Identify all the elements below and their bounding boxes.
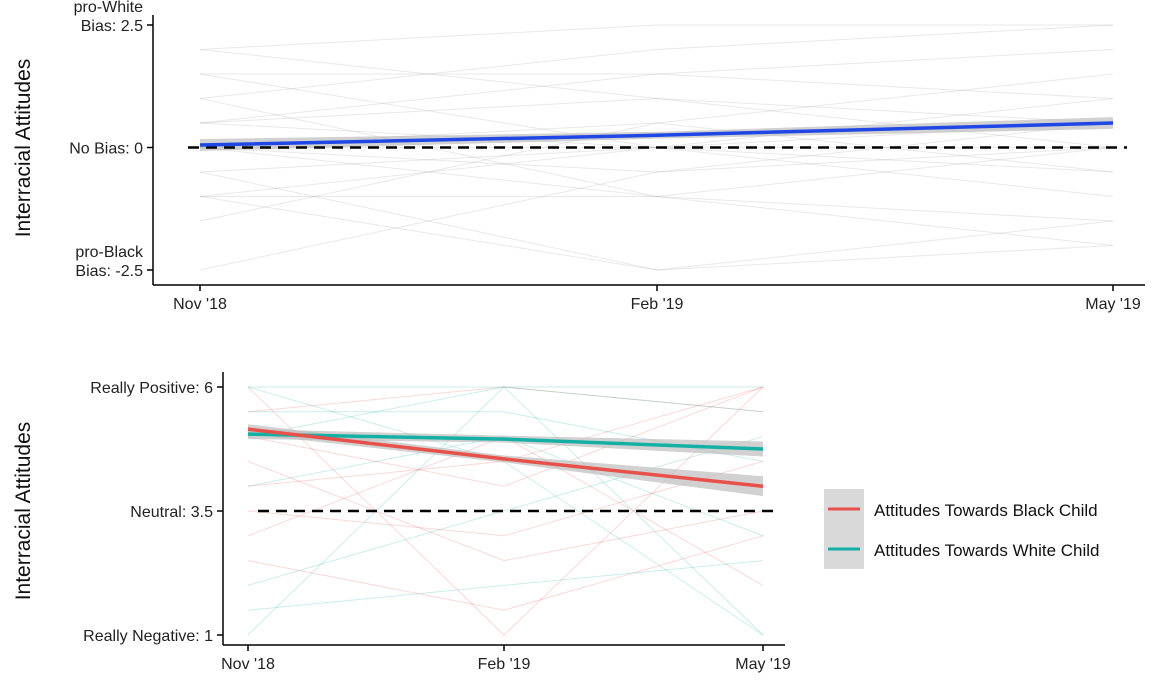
individual-trajectory xyxy=(200,73,1114,99)
bottom-panel: Really Positive: 6 Neutral: 3.5 Really Neg… xyxy=(12,372,791,673)
individual-trajectory xyxy=(199,122,1114,173)
individual-trajectory xyxy=(199,49,1114,124)
bottom-individual-trajectories xyxy=(247,386,764,636)
black-child-trend-line xyxy=(247,427,764,488)
top-individual-trajectories xyxy=(199,24,1114,271)
y-tick-label: Bias: -2.5 xyxy=(75,263,143,280)
y-tick-label: pro-Black xyxy=(75,244,144,261)
individual-trajectory xyxy=(199,171,1114,271)
y-tick-label: No Bias: 0 xyxy=(69,141,143,158)
white-child-trend-line xyxy=(247,432,764,451)
y-tick-label: Bias: 2.5 xyxy=(81,18,143,35)
x-tick-label: Nov '18 xyxy=(173,296,227,313)
individual-trajectory xyxy=(199,122,1114,222)
top-y-axis-title: Interracial Attitudes xyxy=(12,59,35,238)
individual-trajectory xyxy=(200,196,1114,246)
top-x-ticks: Nov '18 Feb '19 May '19 xyxy=(173,285,1141,313)
individual-trajectory xyxy=(247,386,764,413)
individual-trajectory xyxy=(247,560,764,611)
y-tick-label: Really Positive: 6 xyxy=(90,380,213,397)
bottom-y-axis-title: Interracial Attitudes xyxy=(12,422,35,601)
individual-trajectory xyxy=(247,386,764,487)
individual-trajectory xyxy=(199,24,1113,50)
bottom-y-ticks: Really Positive: 6 Neutral: 3.5 Really Neg… xyxy=(83,380,223,645)
individual-trajectory xyxy=(247,460,764,562)
individual-trajectory xyxy=(199,147,1114,222)
top-y-ticks: pro-White Bias: 2.5 No Bias: 0 pro-Black Bia… xyxy=(69,0,153,280)
legend-label-black-child: Attitudes Towards Black Child xyxy=(874,501,1098,520)
individual-trajectory xyxy=(247,386,764,636)
legend: Attitudes Towards Black Child Attitudes … xyxy=(824,489,1100,569)
individual-trajectory xyxy=(199,98,1114,198)
white-child-confidence-band xyxy=(248,429,763,457)
individual-trajectory xyxy=(199,97,1114,124)
legend-label-white-child: Attitudes Towards White Child xyxy=(874,541,1100,560)
individual-trajectory xyxy=(247,535,764,611)
individual-trajectory xyxy=(247,386,764,438)
y-tick-label: Really Negative: 1 xyxy=(83,628,213,645)
top-mean-trend-line xyxy=(199,121,1114,147)
y-tick-label: Neutral: 3.5 xyxy=(130,504,213,521)
y-tick-label: pro-White xyxy=(74,0,143,16)
top-panel: pro-White Bias: 2.5 No Bias: 0 pro-Black Bia… xyxy=(12,0,1145,313)
individual-trajectory xyxy=(199,196,1114,271)
individual-trajectory xyxy=(199,147,1113,173)
x-tick-label: Feb '19 xyxy=(631,296,684,313)
individual-trajectory xyxy=(247,436,764,586)
x-tick-label: Nov '18 xyxy=(221,656,275,673)
x-tick-label: Feb '19 xyxy=(478,656,531,673)
x-tick-label: May '19 xyxy=(1085,296,1141,313)
individual-trajectory xyxy=(199,24,1114,99)
bottom-x-ticks: Nov '18 Feb '19 May '19 xyxy=(221,645,791,673)
individual-trajectory xyxy=(247,460,764,537)
x-tick-label: May '19 xyxy=(735,656,791,673)
individual-trajectory xyxy=(199,147,1114,271)
